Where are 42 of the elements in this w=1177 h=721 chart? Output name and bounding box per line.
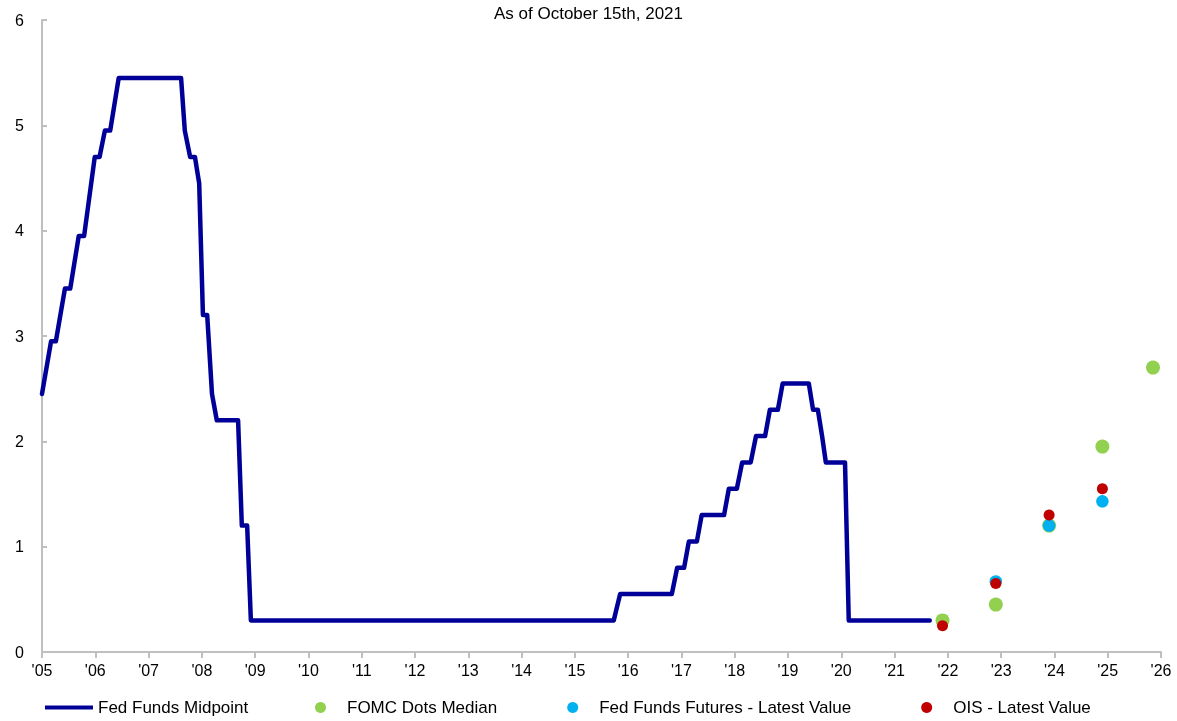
x-tick-label: '11 <box>351 661 372 679</box>
x-tick-label: '24 <box>1044 661 1065 679</box>
y-tick-label: 6 <box>15 11 25 29</box>
chart-title: As of October 15th, 2021 <box>493 4 684 23</box>
legend-label: OIS - Latest Value <box>953 698 1091 717</box>
x-tick-label: '10 <box>298 661 319 679</box>
x-tick-label: '12 <box>404 661 426 679</box>
x-tick-label: '26 <box>1150 661 1172 679</box>
point <box>1096 495 1109 508</box>
x-tick-label: '19 <box>777 661 799 679</box>
x-tick-label: '22 <box>937 661 959 679</box>
x-tick-label: '18 <box>724 661 746 679</box>
y-tick-label: 3 <box>15 327 25 345</box>
x-tick-label: '17 <box>671 661 692 679</box>
x-tick-label: '06 <box>84 661 106 679</box>
x-tick-label: '21 <box>884 661 906 679</box>
y-tick-label: 2 <box>15 432 25 450</box>
x-tick-label: '15 <box>564 661 586 679</box>
point <box>1096 483 1108 495</box>
legend-label: Fed Funds Midpoint <box>98 698 249 717</box>
legend-label: Fed Funds Futures - Latest Value <box>599 698 852 717</box>
legend-label: FOMC Dots Median <box>347 698 498 717</box>
point <box>1043 509 1055 521</box>
y-tick-label: 5 <box>15 116 25 134</box>
x-tick-label: '14 <box>511 661 533 679</box>
x-tick-label: '25 <box>1097 661 1119 679</box>
x-tick-label: '16 <box>617 661 639 679</box>
x-tick-label: '05 <box>31 661 53 679</box>
line-series <box>39 75 932 623</box>
point <box>1095 439 1110 454</box>
y-tick-label: 0 <box>15 643 25 661</box>
point <box>1146 360 1161 375</box>
point <box>937 620 949 632</box>
x-tick-label: '09 <box>244 661 266 679</box>
point <box>988 597 1003 612</box>
x-tick-label: '08 <box>191 661 213 679</box>
x-tick-label: '23 <box>990 661 1012 679</box>
x-tick-label: '07 <box>138 661 160 679</box>
x-tick-label: '20 <box>830 661 852 679</box>
y-tick-label: 1 <box>15 538 25 556</box>
y-tick-label: 4 <box>15 222 25 240</box>
x-tick-label: '13 <box>457 661 479 679</box>
